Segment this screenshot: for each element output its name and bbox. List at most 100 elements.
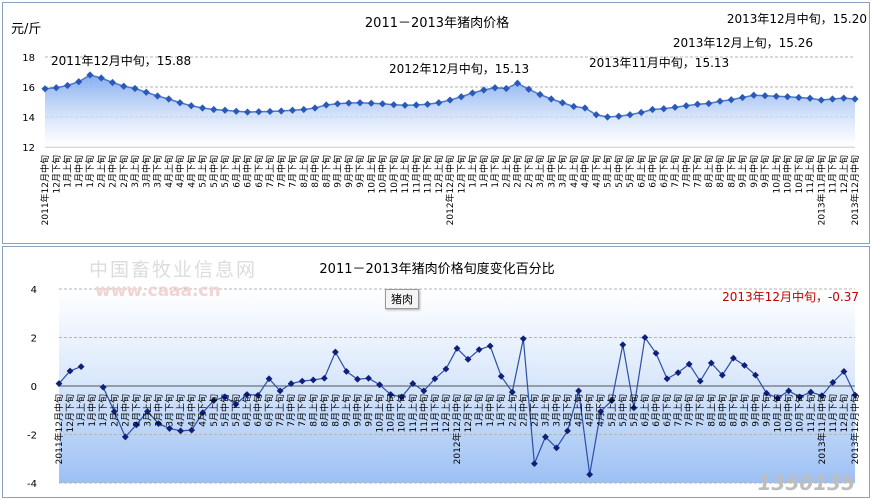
chart-title: 2011－2013年猪肉价格旬度变化百分比 — [319, 261, 554, 277]
data-point — [457, 93, 465, 101]
data-point — [851, 391, 859, 399]
data-point — [311, 104, 319, 112]
x-tick-label: 1月上旬 — [467, 155, 479, 188]
x-tick-label: 4月上旬 — [163, 155, 175, 188]
x-tick-label: 11月中旬 — [418, 394, 430, 432]
x-tick-label: 10月下旬 — [794, 394, 806, 432]
data-point — [142, 88, 150, 96]
data-point — [840, 368, 848, 375]
data-point — [300, 105, 308, 114]
x-tick-label: 2月上旬 — [500, 155, 512, 188]
x-tick-label: 4月上旬 — [175, 394, 187, 427]
data-point — [287, 380, 295, 387]
data-point — [221, 393, 229, 401]
x-tick-label: 1月中旬 — [86, 394, 98, 427]
x-tick-label: 11月下旬 — [827, 394, 839, 432]
data-point — [772, 92, 780, 100]
x-tick-label: 2月下旬 — [528, 394, 540, 427]
x-tick-label: 12月下旬 — [64, 394, 76, 432]
x-tick-label: 1月中旬 — [478, 155, 490, 188]
data-point — [333, 100, 342, 108]
x-tick-label: 2月下旬 — [118, 155, 130, 188]
x-tick-label: 6月下旬 — [263, 394, 275, 427]
x-tick-label: 10月下旬 — [396, 394, 408, 432]
x-tick-label: 3月上旬 — [141, 394, 153, 427]
data-point — [752, 371, 759, 379]
x-tick-label: 8月中旬 — [318, 394, 330, 427]
x-tick-label: 2月下旬 — [130, 394, 142, 427]
x-tick-label: 11月上旬 — [407, 394, 419, 432]
x-tick-label: 8月下旬 — [725, 155, 737, 188]
x-tick-label: 10月中旬 — [783, 394, 795, 432]
y-tick-label: 2 — [31, 334, 37, 345]
x-tick-label: 8月下旬 — [329, 394, 341, 427]
x-tick-label: 12月上旬 — [838, 155, 850, 193]
x-tick-label: 1月下旬 — [97, 394, 109, 427]
x-tick-label: 2012年12月中旬 — [451, 394, 463, 464]
x-tick-label: 5月上旬 — [602, 155, 614, 188]
x-tick-label: 8月下旬 — [727, 394, 739, 427]
data-point — [652, 349, 660, 357]
x-tick-label: 6月上旬 — [230, 155, 242, 188]
price-chart: 2011－2013年猪肉价格 元/斤 12 14 16 18 2011年12月中旬，15.8… — [11, 11, 867, 225]
x-tick-label: 4月下旬 — [185, 155, 197, 188]
data-point — [785, 387, 793, 395]
data-point — [840, 94, 848, 102]
x-tick-label: 11月上旬 — [804, 155, 816, 193]
data-point — [603, 113, 612, 121]
data-point — [390, 101, 398, 109]
x-tick-label: 1月下旬 — [489, 155, 501, 188]
data-point — [97, 74, 105, 82]
x-tick-label: 6月上旬 — [241, 394, 253, 427]
x-tick-label: 12月上旬 — [440, 394, 452, 432]
x-tick-label: 4月中旬 — [579, 155, 591, 188]
data-point — [468, 89, 477, 97]
x-tick-label: 2013年11月中旬 — [815, 155, 827, 225]
x-tick-label: 3月下旬 — [557, 155, 569, 188]
x-tick-label: 4月下旬 — [197, 394, 209, 427]
data-point — [663, 375, 671, 383]
data-point — [536, 90, 544, 99]
x-tick-label: 7月中旬 — [680, 155, 692, 188]
x-tick-label: 1月上旬 — [473, 394, 485, 427]
data-point — [693, 100, 702, 108]
data-point — [120, 82, 128, 90]
x-tick-label: 6月中旬 — [242, 155, 254, 188]
x-tick-label: 9月中旬 — [352, 394, 364, 427]
watermark-url: www.caaa.cn — [95, 281, 221, 301]
x-tick-label: 2月上旬 — [108, 394, 120, 427]
data-point — [475, 346, 483, 354]
x-tick-label: 9月中旬 — [343, 155, 355, 188]
data-point — [77, 363, 85, 370]
x-tick-label: 11月下旬 — [422, 155, 434, 193]
data-point — [345, 99, 353, 107]
x-tick-label: 11月下旬 — [429, 394, 441, 432]
x-tick-label: 1月下旬 — [84, 155, 96, 188]
y-tick-label: 18 — [22, 53, 35, 64]
x-tick-label: 6月中旬 — [650, 394, 662, 427]
data-point — [806, 94, 814, 102]
x-tick-label: 6月下旬 — [253, 155, 265, 188]
x-tick-label: 10月上旬 — [365, 155, 377, 193]
data-point — [367, 99, 375, 107]
watermark-logo-text: 中国畜牧业信息网 — [89, 259, 258, 281]
data-point — [597, 408, 605, 415]
data-point — [86, 71, 94, 79]
x-tick-label: 11月上旬 — [399, 155, 411, 193]
x-tick-label: 8月上旬 — [298, 155, 310, 188]
x-tick-label: 7月上旬 — [274, 394, 286, 427]
x-tick-label: 2月中旬 — [512, 155, 524, 188]
data-point — [322, 101, 330, 109]
x-tick-label: 10月下旬 — [793, 155, 805, 193]
data-point — [41, 85, 49, 93]
data-point — [446, 96, 454, 104]
data-point — [682, 102, 690, 110]
x-tick-label: 3月上旬 — [129, 155, 141, 188]
x-tick-label: 12月上旬 — [838, 394, 850, 432]
x-tick-label: 2月中旬 — [107, 155, 119, 188]
x-tick-label: 4月上旬 — [573, 394, 585, 427]
data-point — [491, 84, 499, 92]
x-tick-label: 4月中旬 — [174, 155, 186, 188]
x-tick-label: 6月下旬 — [661, 394, 673, 427]
data-point — [99, 383, 107, 391]
